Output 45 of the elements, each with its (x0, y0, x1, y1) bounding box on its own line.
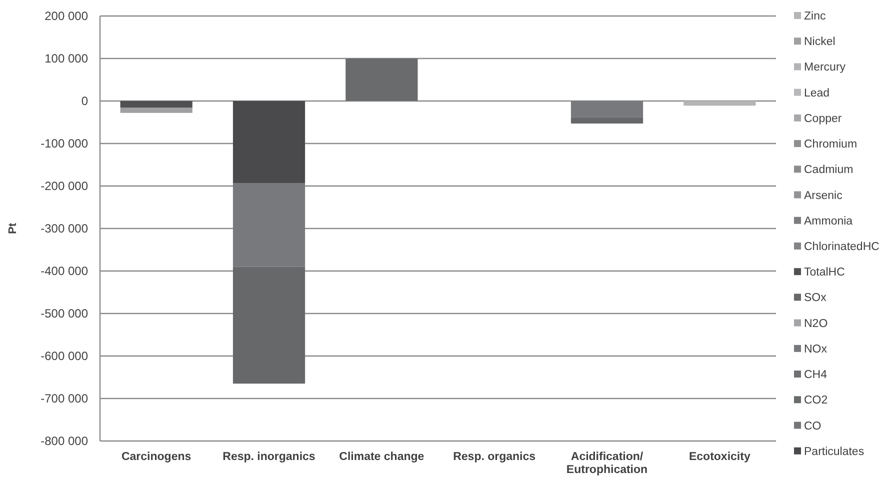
legend-label: Arsenic (804, 190, 843, 202)
legend-label: Cadmium (804, 164, 854, 176)
bar (570, 117, 644, 124)
legend-label: SOx (804, 292, 827, 304)
x-tick-label: Carcinogens (121, 451, 192, 463)
x-tick-label: Ecotoxicity (688, 451, 751, 463)
x-tick-label: Resp. organics (453, 451, 536, 463)
legend-label: Mercury (804, 62, 846, 74)
legend-label: ChlorinatedHC (804, 241, 880, 253)
bar (232, 266, 306, 384)
bar (684, 101, 756, 106)
legend-label: CO2 (804, 394, 828, 407)
bar (120, 101, 192, 108)
y-tick-label: 200 000 (44, 9, 88, 24)
bar (346, 58, 418, 101)
y-tick-label: -100 000 (40, 136, 88, 151)
y-tick-label: -400 000 (40, 264, 88, 278)
legend-label: N2O (804, 318, 828, 330)
y-tick-label: 0 (81, 94, 88, 108)
bar (232, 183, 306, 267)
legend-label: Lead (804, 87, 830, 100)
x-tick-label: Climate change (339, 451, 424, 463)
legend-label: CO (804, 420, 822, 432)
x-tick-label: Resp. inorganics (222, 451, 316, 463)
y-tick-label: -700 000 (40, 392, 88, 406)
y-tick-label: -600 000 (40, 349, 88, 364)
y-tick-label: 100 000 (44, 52, 88, 66)
y-tick-label: -800 000 (40, 434, 88, 448)
bar (120, 108, 192, 113)
bar (570, 101, 644, 118)
legend-label: NOx (804, 343, 828, 356)
legend-label: TotalHC (804, 266, 845, 279)
bar (232, 101, 306, 184)
y-axis-title: Pt (7, 222, 19, 234)
legend-label: Zinc (804, 10, 826, 22)
legend-label: Nickel (804, 36, 836, 48)
legend-label: Chromium (804, 138, 858, 151)
legend-label: Copper (804, 112, 842, 125)
y-tick-label: -500 000 (40, 306, 88, 321)
legend-label: CH4 (804, 369, 828, 382)
x-tick-label: Acidification/ Eutrophication (566, 451, 648, 476)
y-tick-label: -300 000 (40, 222, 88, 236)
y-tick-label: -200 000 (40, 179, 88, 194)
legend-label: Ammonia (804, 215, 854, 228)
legend-label: Particulates (804, 446, 864, 458)
